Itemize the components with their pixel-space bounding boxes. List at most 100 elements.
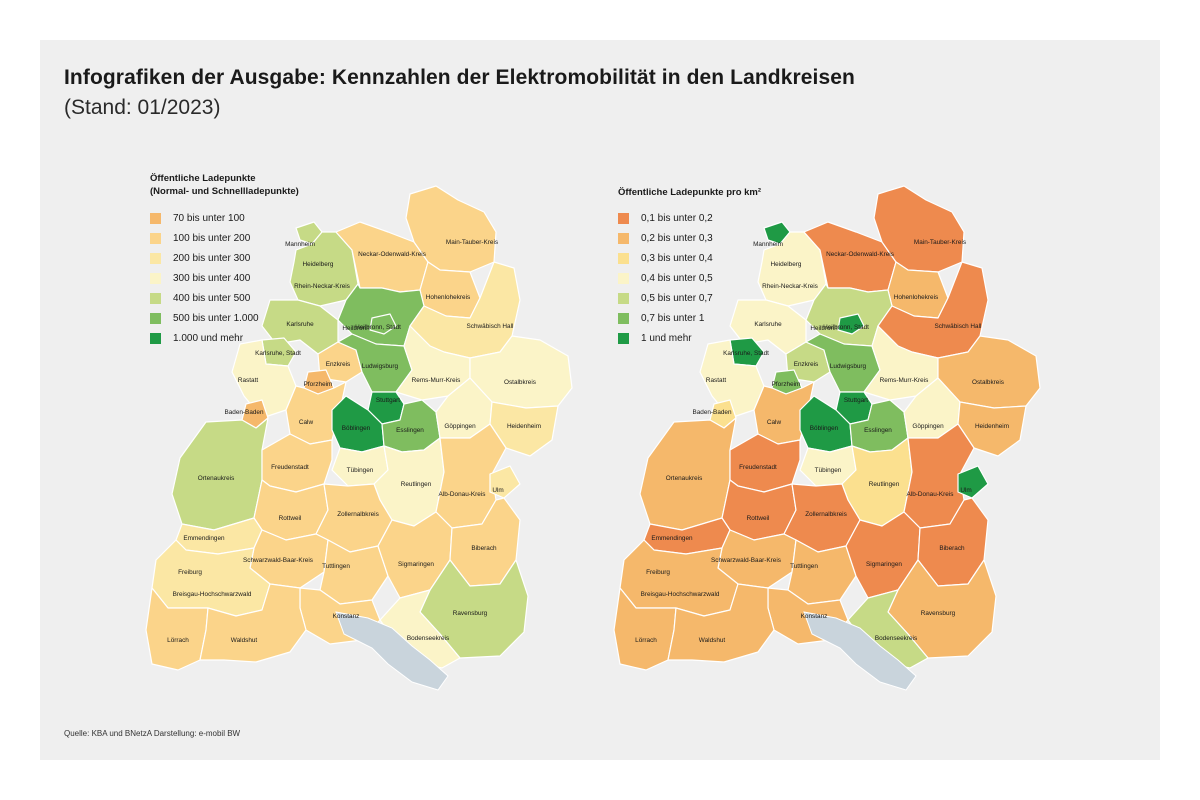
district-freudenstadt: [261, 433, 333, 493]
district-label: Schwarzwald-Baar-Kreis: [243, 557, 313, 564]
district-label: Main-Tauber-Kreis: [446, 239, 498, 246]
district-label: Tuttlingen: [790, 563, 818, 570]
district-label: Ludwigsburg: [830, 363, 867, 370]
district-label: Neckar-Odenwald-Kreis: [358, 251, 426, 258]
district-label: Böblingen: [342, 425, 371, 432]
legend-title-line: Öffentliche Ladepunkte: [150, 173, 256, 184]
legend-title-absolute: Öffentliche Ladepunkte (Normal- und Schn…: [150, 172, 299, 198]
district-label: Rottweil: [747, 515, 770, 522]
legend-item: 70 bis unter 100: [150, 208, 259, 228]
district-label: Konstanz: [801, 613, 828, 620]
district-label: Baden-Baden: [692, 409, 732, 416]
district-label: Karlsruhe, Stadt: [723, 350, 769, 357]
district-label: Rottweil: [279, 515, 302, 522]
district-label: Ludwigsburg: [362, 363, 399, 370]
legend-label: 500 bis unter 1.000: [173, 312, 259, 324]
legend-label: 0,3 bis unter 0,4: [641, 252, 713, 264]
legend-title-line: Öffentliche Ladepunkte pro km²: [618, 187, 762, 198]
page-title: Infografiken der Ausgabe: Kennzahlen der…: [64, 66, 855, 89]
district-label: Alb-Donau-Kreis: [439, 491, 486, 498]
district-label: Konstanz: [333, 613, 360, 620]
district-label: Bodenseekreis: [407, 635, 449, 642]
district-waldshut: [199, 583, 307, 663]
district-main-tauber-kreis: [873, 185, 965, 273]
legend-absolute: 70 bis unter 100 100 bis unter 200 200 b…: [150, 208, 259, 348]
district-label: Ulm: [492, 487, 503, 494]
district-label: Heidenheim: [975, 423, 1009, 430]
legend-swatch: [618, 272, 629, 284]
district-label: Pforzheim: [304, 381, 333, 388]
district-label: Heidelberg: [771, 261, 802, 268]
district-label: Breisgau-Hochschwarzwald: [173, 591, 252, 598]
district-label: Stuttgart: [844, 397, 868, 404]
legend-label: 0,5 bis unter 0,7: [641, 292, 713, 304]
legend-item: 1 und mehr: [618, 328, 713, 348]
district-label: Zollernalbkreis: [805, 511, 847, 518]
district-label: Ravensburg: [921, 610, 956, 617]
district-label: Karlsruhe: [286, 321, 314, 328]
lake-bodensee: [335, 611, 449, 691]
district-label: Ravensburg: [453, 610, 488, 617]
district-label: Tübingen: [815, 467, 842, 474]
district-label: Reutlingen: [869, 481, 900, 488]
district-heilbronn-stadt: [369, 313, 397, 335]
legend-label: 1 und mehr: [641, 332, 692, 344]
legend-swatch: [150, 332, 161, 344]
legend-item: 0,1 bis unter 0,2: [618, 208, 713, 228]
legend-title-line: (Normal- und Schnellladepunkte): [150, 186, 299, 197]
district-ortenaukreis: [639, 417, 737, 531]
district-label: Ulm: [960, 487, 971, 494]
district-main-tauber-kreis: [405, 185, 497, 273]
choropleth-map-absolute: Mannheim Heidelberg Rhein-Neckar-Kreis Neck…: [145, 185, 573, 691]
legend-item: 400 bis unter 500: [150, 288, 259, 308]
district-label: Göppingen: [912, 423, 944, 430]
district-label: Ostalbkreis: [972, 379, 1004, 386]
district-label: Freiburg: [178, 569, 202, 576]
district-label: Heidenheim: [507, 423, 541, 430]
legend-title-density: Öffentliche Ladepunkte pro km²: [618, 186, 761, 199]
legend-label: 70 bis unter 100: [173, 212, 245, 224]
legend-item: 0,2 bis unter 0,3: [618, 228, 713, 248]
district-label: Reutlingen: [401, 481, 432, 488]
district-label: Neckar-Odenwald-Kreis: [826, 251, 894, 258]
district-label: Main-Tauber-Kreis: [914, 239, 966, 246]
district-label: Baden-Baden: [224, 409, 264, 416]
district-label: Rems-Murr-Kreis: [412, 377, 461, 384]
district-label: Hohenlohekreis: [426, 294, 470, 301]
district-label: Alb-Donau-Kreis: [907, 491, 954, 498]
legend-swatch: [150, 212, 161, 224]
legend-label: 400 bis unter 500: [173, 292, 251, 304]
district-label: Biberach: [471, 545, 497, 552]
legend-swatch: [150, 272, 161, 284]
district-label: Schwarzwald-Baar-Kreis: [711, 557, 781, 564]
legend-label: 300 bis unter 400: [173, 272, 251, 284]
district-label: Rems-Murr-Kreis: [880, 377, 929, 384]
legend-swatch: [150, 312, 161, 324]
legend-swatch: [150, 252, 161, 264]
district-label: Heidelberg: [303, 261, 334, 268]
district-label: Ostalbkreis: [504, 379, 536, 386]
district-label: Rastatt: [238, 377, 258, 384]
legend-item: 0,5 bis unter 0,7: [618, 288, 713, 308]
legend-label: 0,1 bis unter 0,2: [641, 212, 713, 224]
district-label: Pforzheim: [772, 381, 801, 388]
legend-item: 300 bis unter 400: [150, 268, 259, 288]
district-label: Enzkreis: [326, 361, 351, 368]
district-ulm: [957, 465, 989, 499]
district-ulm: [489, 465, 521, 499]
district-label: Böblingen: [810, 425, 839, 432]
district-label: Lörrach: [167, 637, 189, 644]
district-waldshut: [667, 583, 775, 663]
district-label: Rastatt: [706, 377, 726, 384]
district-label: Ortenaukreis: [198, 475, 235, 482]
district-label: Emmendingen: [651, 535, 693, 542]
legend-swatch: [618, 252, 629, 264]
legend-item: 200 bis unter 300: [150, 248, 259, 268]
district-label: Tuttlingen: [322, 563, 350, 570]
district-label: Mannheim: [753, 241, 783, 248]
district-label: Breisgau-Hochschwarzwald: [641, 591, 720, 598]
district-label: Rhein-Neckar-Kreis: [294, 283, 350, 290]
legend-swatch: [150, 232, 161, 244]
legend-label: 100 bis unter 200: [173, 232, 251, 244]
district-label: Calw: [299, 419, 314, 426]
